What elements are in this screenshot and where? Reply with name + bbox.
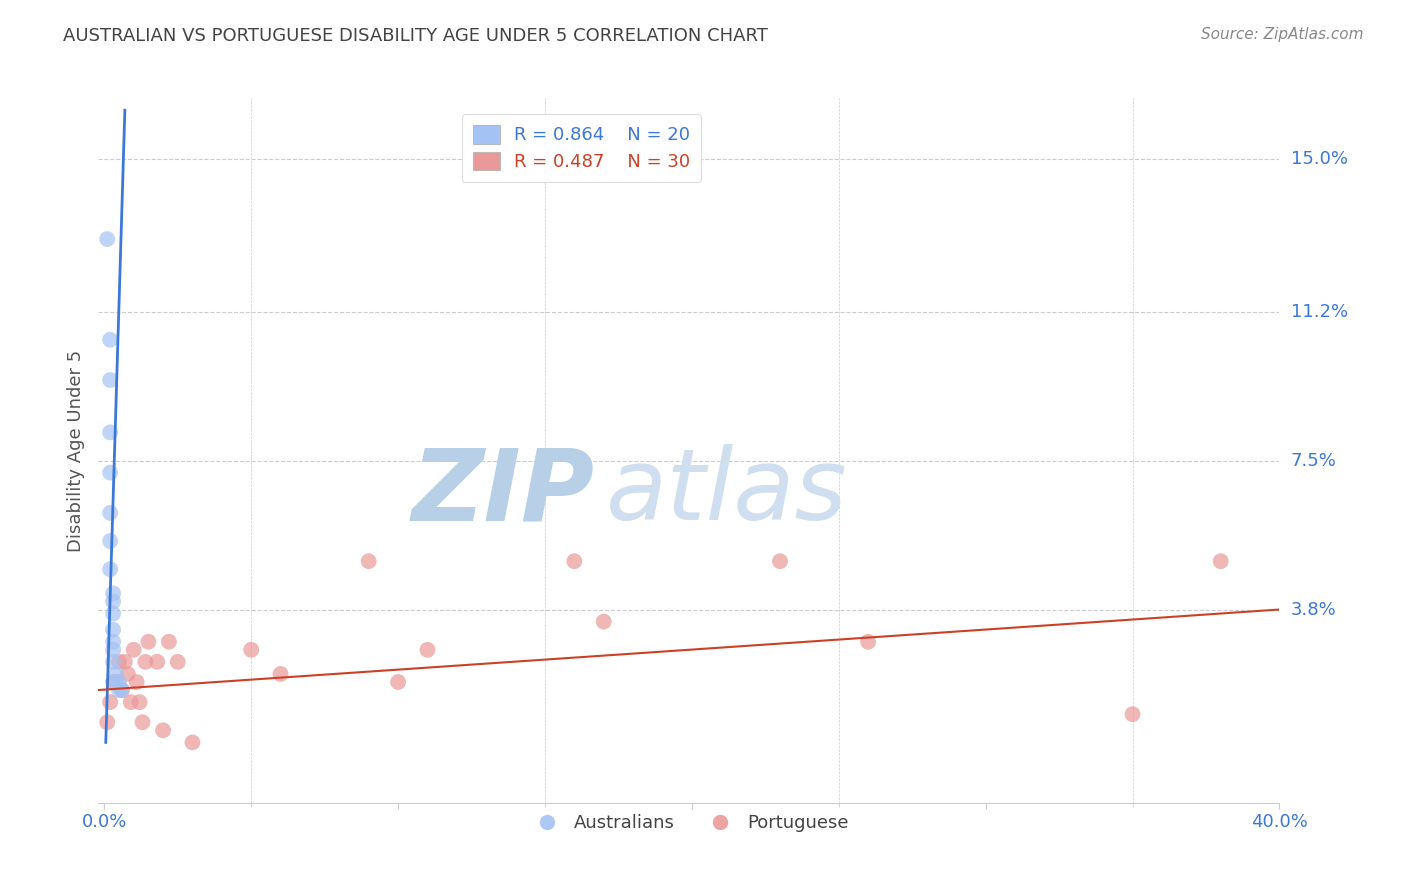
Text: atlas: atlas [606, 444, 848, 541]
Point [152, 723, 174, 738]
Point [131, 715, 153, 730]
Text: AUSTRALIAN VS PORTUGUESE DISABILITY AGE UNDER 5 CORRELATION CHART: AUSTRALIAN VS PORTUGUESE DISABILITY AGE … [63, 27, 768, 45]
Point [98, 506, 121, 520]
Point [108, 675, 131, 690]
Point [166, 655, 188, 669]
Point [98, 695, 121, 709]
Point [101, 623, 124, 637]
Point [856, 634, 879, 648]
Point [101, 607, 124, 621]
Point [125, 675, 148, 690]
Point [111, 683, 134, 698]
Text: Source: ZipAtlas.com: Source: ZipAtlas.com [1201, 27, 1364, 42]
Point [101, 642, 124, 657]
Text: 11.2%: 11.2% [1291, 302, 1348, 320]
Point [98, 425, 121, 440]
Point [564, 554, 586, 568]
Point [114, 655, 136, 669]
Legend: Australians, Portuguese: Australians, Portuguese [522, 807, 856, 839]
Point [98, 466, 121, 480]
Point [120, 695, 142, 709]
Point [111, 683, 134, 698]
Text: 3.8%: 3.8% [1291, 600, 1336, 618]
Point [416, 642, 439, 657]
Point [769, 554, 792, 568]
Point [98, 373, 121, 387]
Point [98, 534, 121, 549]
Point [98, 333, 121, 347]
Point [592, 615, 614, 629]
Point [98, 562, 121, 576]
Point [101, 586, 124, 600]
Point [101, 655, 124, 669]
Point [128, 695, 150, 709]
Point [96, 232, 118, 246]
Point [122, 642, 145, 657]
Point [357, 554, 380, 568]
Y-axis label: Disability Age Under 5: Disability Age Under 5 [66, 350, 84, 551]
Point [134, 655, 156, 669]
Text: 7.5%: 7.5% [1291, 451, 1337, 469]
Text: ZIP: ZIP [412, 444, 595, 541]
Point [387, 675, 409, 690]
Point [101, 634, 124, 648]
Point [270, 667, 292, 681]
Point [1209, 554, 1232, 568]
Point [108, 683, 131, 698]
Point [1122, 707, 1144, 722]
Point [157, 634, 180, 648]
Point [146, 655, 169, 669]
Text: 15.0%: 15.0% [1291, 150, 1347, 168]
Point [105, 667, 128, 681]
Point [138, 634, 160, 648]
Point [96, 715, 118, 730]
Point [108, 655, 131, 669]
Point [181, 735, 204, 749]
Point [101, 594, 124, 608]
Point [117, 667, 139, 681]
Point [105, 675, 128, 690]
Point [101, 675, 124, 690]
Point [240, 642, 263, 657]
